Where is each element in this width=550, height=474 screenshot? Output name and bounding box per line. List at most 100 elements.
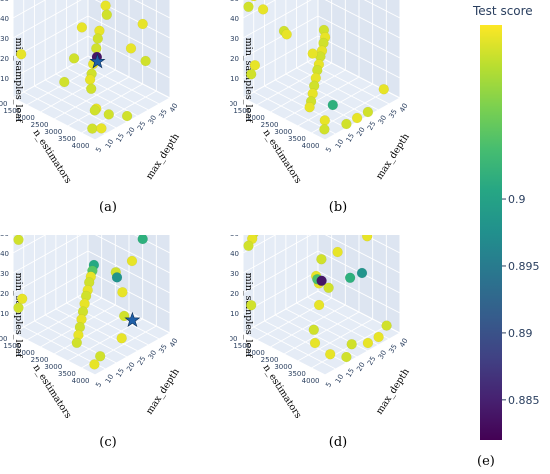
x-tick-label: 25 — [136, 120, 147, 132]
gridline — [242, 235, 401, 274]
data-point — [13, 302, 24, 314]
y-tick-label: 1500 — [3, 342, 21, 350]
data-point — [324, 348, 336, 360]
colorbar: Test score 0.9 0.895 0.89 0.885 (e) — [455, 0, 550, 470]
gridline — [81, 0, 157, 134]
data-point — [103, 109, 115, 120]
x-tick-label: 5 — [324, 381, 333, 389]
gridline — [256, 0, 333, 106]
x-tick-label: 10 — [104, 373, 115, 385]
data-point — [313, 299, 325, 311]
z-tick-label: 50 — [230, 235, 239, 238]
y-tick-label: 3500 — [288, 370, 306, 378]
z-axis-title: min_samples_leaf — [243, 38, 254, 124]
x-tick-label: 5 — [324, 146, 333, 154]
data-point — [89, 105, 101, 116]
y-tick-label: 2000 — [247, 349, 265, 357]
y-tick-label: 3500 — [288, 135, 306, 143]
data-point — [94, 350, 106, 362]
gridline — [12, 235, 171, 274]
colorbar-title: Test score — [473, 4, 533, 18]
x-tick-label: 25 — [136, 355, 147, 367]
x-tick-label: 20 — [355, 126, 366, 138]
x-tick-label: 10 — [334, 373, 345, 385]
y-tick-label: 4000 — [302, 377, 320, 385]
z-axis-title: min_samples_leaf — [243, 273, 254, 359]
gridline — [12, 0, 89, 99]
gridline — [53, 0, 130, 120]
data-point — [319, 124, 330, 135]
data-point — [323, 282, 334, 294]
z-tick-label: 30 — [0, 35, 9, 43]
x-tick-label: 25 — [366, 355, 377, 367]
data-point — [362, 106, 374, 118]
gridline — [324, 235, 401, 376]
x-axis-title: max_depth — [144, 367, 182, 417]
gridlines — [242, 235, 401, 376]
x-tick-label: 15 — [345, 367, 356, 379]
x-tick-label: 15 — [115, 367, 126, 379]
y-tick-label: 1500 — [233, 107, 251, 115]
gridline — [270, 0, 346, 113]
data-point — [59, 76, 70, 88]
x-tick-label: 15 — [115, 132, 126, 144]
colorbar-gradient — [480, 25, 502, 440]
colorbar-svg: 0.9 0.895 0.89 0.885 — [480, 25, 540, 440]
data-point — [84, 74, 96, 85]
scatter-panel-grid: 5101520253035401000150020002500300035004… — [0, 0, 460, 470]
data-point — [316, 275, 327, 287]
colorbar-panel-label: (e) — [477, 454, 495, 469]
gridline — [242, 250, 401, 294]
data-point — [121, 110, 133, 122]
y-tick-label: 4000 — [72, 142, 90, 150]
x-tick-label: 10 — [104, 138, 115, 150]
data-point — [245, 68, 257, 80]
x-tick-label: 30 — [377, 114, 388, 126]
gridline — [242, 0, 401, 39]
data-point — [68, 53, 80, 64]
x-tick-label: 20 — [355, 361, 366, 373]
gridline — [26, 235, 103, 341]
x-tick-label: 35 — [157, 343, 168, 355]
z-tick-label: 10 — [0, 75, 9, 83]
scatter-panel: 5101520253035401000150020002500300035004… — [0, 0, 230, 235]
gridline — [297, 0, 374, 127]
data-point — [87, 123, 98, 134]
z-axis-title: min_samples_leaf — [13, 38, 24, 124]
y-tick-label: 2000 — [17, 349, 35, 357]
x-tick-label: 35 — [157, 108, 168, 120]
y-tick-label: 3000 — [44, 363, 62, 371]
x-tick-label: 40 — [168, 337, 179, 349]
data-point — [92, 33, 104, 44]
data-point — [125, 43, 137, 54]
data-point — [351, 112, 363, 124]
y-tick-label: 2000 — [17, 114, 35, 122]
x-tick-label: 30 — [147, 114, 158, 126]
data-point — [101, 9, 113, 21]
y-tick-label: 2500 — [261, 121, 279, 129]
z-tick-label: 50 — [0, 235, 9, 238]
data-point — [316, 253, 327, 265]
z-tick-label: 10 — [230, 310, 239, 318]
x-tick-label: 15 — [345, 132, 356, 144]
data-point — [16, 293, 28, 305]
z-tick-label: 30 — [0, 270, 9, 278]
gridline — [81, 235, 157, 369]
data-point — [137, 235, 148, 245]
data-point — [346, 338, 357, 350]
panel-svg: 5101520253035401000150020002500300035004… — [0, 235, 182, 421]
data-point — [85, 83, 97, 95]
z-tick-label: 20 — [0, 55, 9, 63]
gridline — [12, 15, 171, 59]
data-point — [327, 99, 339, 111]
data-point — [319, 115, 331, 126]
y-tick-label: 1000 — [0, 335, 8, 343]
x-tick-label: 5 — [94, 146, 103, 154]
y-tick-label: 2000 — [247, 114, 265, 122]
y-tick-label: 1500 — [233, 342, 251, 350]
data-point — [100, 0, 111, 11]
gridline — [242, 0, 401, 19]
scatter-panel: 5101520253035401000150020002500300035004… — [230, 0, 460, 235]
scatter-panel: 5101520253035401000150020002500300035004… — [230, 235, 460, 470]
colorbar-tick-label: 0.9 — [508, 193, 526, 206]
